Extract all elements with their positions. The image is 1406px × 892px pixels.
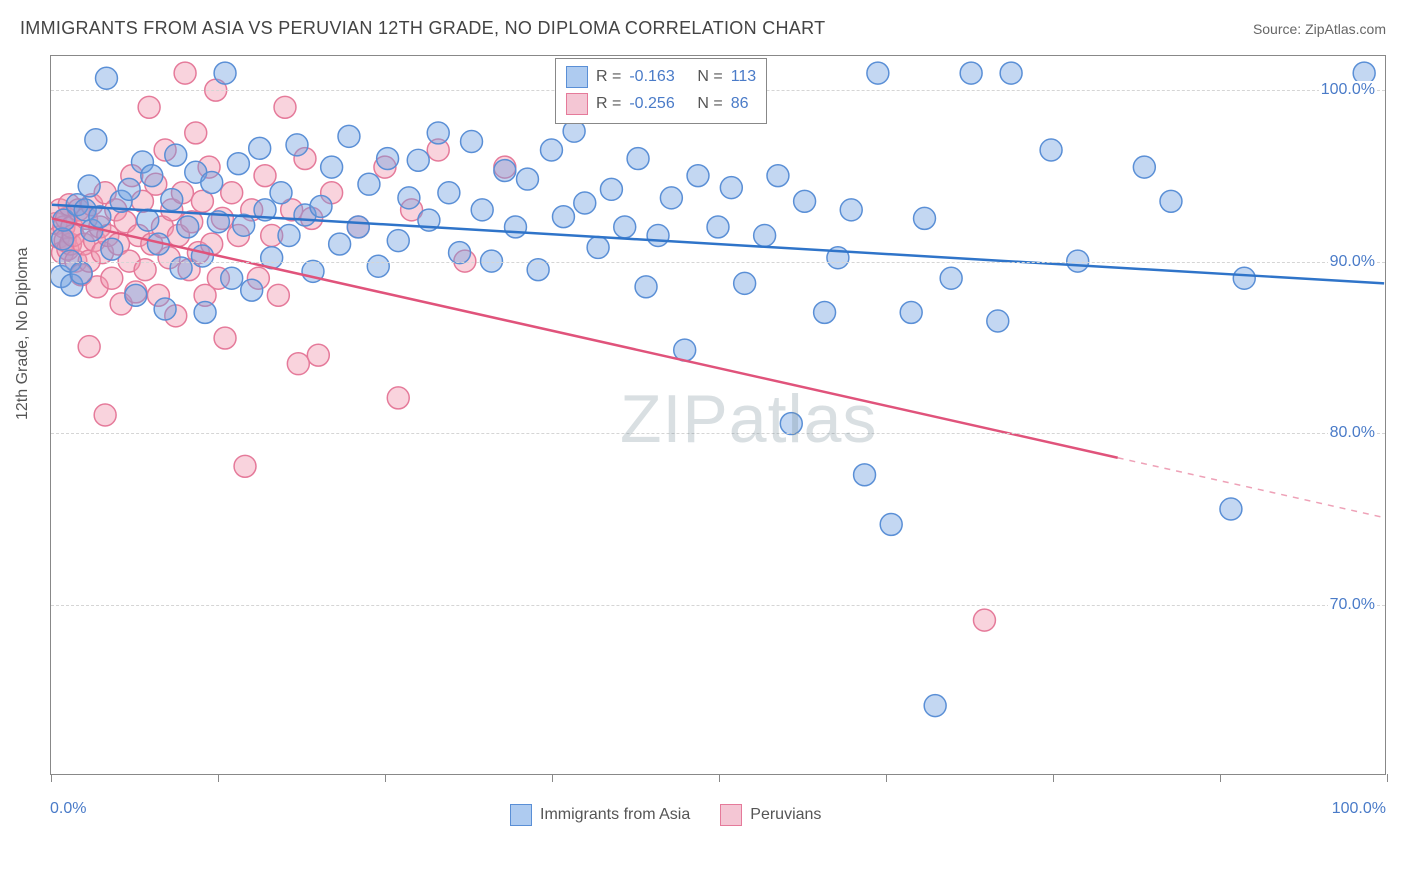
legend-bottom: Immigrants from Asia Peruvians	[510, 804, 821, 826]
x-tick	[886, 774, 887, 782]
stats-r-value: -0.163	[629, 63, 689, 90]
y-tick-label: 100.0%	[1319, 81, 1377, 99]
legend-swatch	[510, 804, 532, 826]
legend-swatch	[566, 93, 588, 115]
x-axis-max-label: 100.0%	[1332, 800, 1386, 818]
y-tick-label: 70.0%	[1328, 596, 1377, 614]
stats-row: R = -0.163 N = 113	[566, 63, 756, 90]
stats-r-label: R =	[596, 63, 621, 90]
stats-n-label: N =	[697, 63, 722, 90]
plot-area: 70.0% 80.0% 90.0% 100.0%	[50, 55, 1386, 775]
legend-item: Immigrants from Asia	[510, 804, 690, 826]
legend-label: Peruvians	[750, 806, 821, 824]
source-attribution: Source: ZipAtlas.com	[1253, 21, 1386, 37]
x-tick	[218, 774, 219, 782]
legend-label: Immigrants from Asia	[540, 806, 690, 824]
stats-n-label: N =	[697, 90, 722, 117]
x-axis-min-label: 0.0%	[50, 800, 86, 818]
chart-title: IMMIGRANTS FROM ASIA VS PERUVIAN 12TH GR…	[20, 18, 825, 39]
x-tick	[552, 774, 553, 782]
y-axis-label: 12th Grade, No Diploma	[14, 247, 32, 420]
x-tick	[1220, 774, 1221, 782]
legend-swatch	[566, 66, 588, 88]
x-tick	[1053, 774, 1054, 782]
stats-r-label: R =	[596, 90, 621, 117]
stats-n-value: 86	[731, 90, 749, 117]
y-tick-label: 80.0%	[1328, 424, 1377, 442]
x-tick	[1387, 774, 1388, 782]
gridline	[51, 433, 1385, 434]
legend-swatch	[720, 804, 742, 826]
stats-row: R = -0.256 N = 86	[566, 90, 756, 117]
x-tick	[719, 774, 720, 782]
gridline	[51, 605, 1385, 606]
legend-item: Peruvians	[720, 804, 821, 826]
x-tick	[51, 774, 52, 782]
stats-r-value: -0.256	[629, 90, 689, 117]
scatter-svg	[51, 56, 1385, 774]
x-tick	[385, 774, 386, 782]
stats-n-value: 113	[731, 63, 757, 90]
regression-stats-box: R = -0.163 N = 113 R = -0.256 N = 86	[555, 58, 767, 124]
gridline	[51, 262, 1385, 263]
y-tick-label: 90.0%	[1328, 253, 1377, 271]
